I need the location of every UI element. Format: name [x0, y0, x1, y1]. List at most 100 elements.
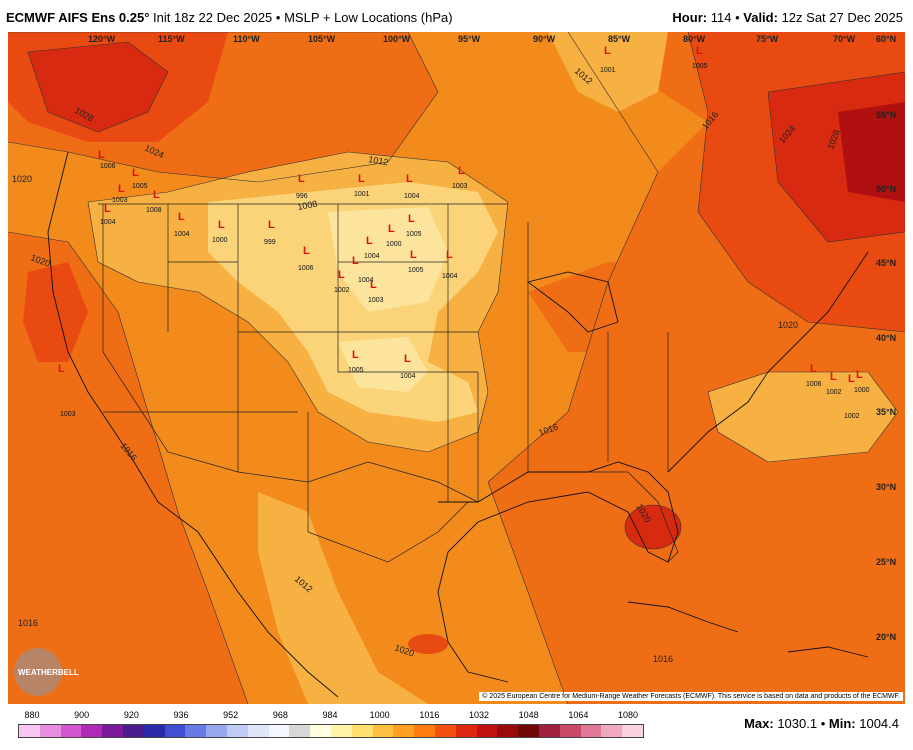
colorbar-cell — [559, 725, 581, 737]
svg-text:L: L — [358, 173, 365, 185]
init-time: Init 18z 22 Dec 2025 — [153, 10, 273, 25]
title-separator: • — [275, 10, 281, 25]
colorbar-tick-label: 1000 — [369, 710, 390, 720]
colorbar-tick-label: 1080 — [617, 710, 639, 720]
low-marker: L 1002 — [844, 373, 860, 420]
svg-text:L: L — [848, 373, 855, 385]
svg-text:1000: 1000 — [386, 241, 402, 248]
lat-label: 50°N — [876, 184, 896, 194]
lon-label: 85°W — [608, 34, 631, 44]
high-gulf-mexico — [408, 634, 448, 654]
svg-text:1005: 1005 — [132, 183, 148, 190]
map-title: ECMWF AIFS Ens 0.25° Init 18z 22 Dec 202… — [6, 10, 453, 25]
low-marker: L 1003 — [368, 279, 384, 304]
svg-text:L: L — [178, 211, 185, 223]
lat-label: 25°N — [876, 557, 896, 567]
low-marker: L 1002 — [334, 269, 350, 294]
low-marker: L 1001 — [600, 45, 616, 74]
colorbar-cell — [455, 725, 477, 737]
svg-text:1004: 1004 — [404, 193, 420, 200]
low-marker: L 1005 — [132, 167, 148, 190]
svg-text:L: L — [153, 189, 160, 201]
svg-text:L: L — [298, 173, 305, 185]
colorbar-tick-label: 880 — [24, 710, 40, 720]
svg-text:L: L — [604, 45, 611, 57]
low-marker: L 1004 — [400, 353, 416, 380]
min-value: 1004.4 — [859, 716, 899, 731]
lon-label: 75°W — [756, 34, 779, 44]
colorbar-cell — [164, 725, 186, 737]
svg-text:L: L — [410, 249, 417, 261]
svg-text:1000: 1000 — [212, 237, 228, 244]
colorbar-cell — [497, 725, 519, 737]
lon-label: 95°W — [458, 34, 481, 44]
low-marker: L 1003 — [452, 165, 468, 190]
colorbar-cell — [434, 725, 456, 737]
svg-text:L: L — [268, 219, 275, 231]
svg-text:L: L — [696, 45, 703, 57]
svg-text:1003: 1003 — [368, 297, 384, 304]
low-marker: L 1005 — [408, 249, 424, 274]
weatherbell-logo: WEATHERBELL — [14, 648, 79, 696]
lat-label: 55°N — [876, 110, 896, 120]
lat-label: 40°N — [876, 333, 896, 343]
colorbar-cell — [372, 725, 394, 737]
field-name: MSLP + Low Locations (hPa) — [284, 10, 453, 25]
low-marker: L 1006 — [806, 363, 822, 388]
isobars — [8, 32, 905, 704]
high-pacific-nw — [23, 262, 88, 362]
svg-text:1000: 1000 — [854, 387, 870, 394]
svg-text:L: L — [404, 353, 411, 365]
colorbar-cell — [102, 725, 123, 737]
svg-text:L: L — [338, 269, 345, 281]
low-marker: L 1004 — [174, 211, 190, 238]
valid-value: 12z Sat 27 Dec 2025 — [781, 10, 903, 25]
colorbar-cell — [476, 725, 498, 737]
svg-text:L: L — [132, 167, 139, 179]
colorbar-cell — [289, 725, 311, 737]
svg-text:1002: 1002 — [334, 287, 350, 294]
svg-text:L: L — [458, 165, 465, 177]
pressure-band-1012-ontario — [548, 32, 668, 112]
svg-text:1005: 1005 — [406, 231, 422, 238]
svg-text:1004: 1004 — [100, 219, 116, 226]
low-marker: L 1006 — [98, 149, 116, 170]
pressure-band-1012-mexico — [258, 492, 428, 704]
colorbar-cell — [601, 725, 623, 737]
svg-text:1005: 1005 — [692, 63, 708, 70]
svg-text:L: L — [352, 349, 359, 361]
svg-text:1006: 1006 — [100, 163, 116, 170]
colorbar-tick-label: 952 — [223, 710, 239, 720]
colorbar-cell — [393, 725, 415, 737]
pressure-map: 120°W 115°W 110°W 105°W 100°W 95°W 90°W … — [8, 32, 905, 704]
lon-label: 105°W — [308, 34, 336, 44]
political-borders — [98, 203, 679, 563]
svg-text:L: L — [303, 245, 310, 257]
svg-text:1004: 1004 — [364, 253, 380, 260]
svg-text:1008: 1008 — [146, 207, 162, 214]
high-core-northeast — [838, 102, 905, 202]
colorbar-tick-label: 1016 — [419, 710, 440, 720]
svg-text:L: L — [366, 235, 373, 247]
colorbar-cell — [226, 725, 248, 737]
low-marker: L 1000 — [386, 223, 402, 248]
low-marker: L 1004 — [100, 203, 116, 226]
svg-text:1003: 1003 — [60, 411, 76, 418]
svg-text:L: L — [830, 371, 837, 383]
low-marker: L 996 — [296, 173, 308, 200]
svg-text:1004: 1004 — [400, 373, 416, 380]
low-marker: L 1002 — [826, 371, 842, 396]
isobar-label: 1020 — [12, 174, 32, 184]
colorbar-tick-label: 936 — [173, 710, 189, 720]
low-pressure-core-kansas — [338, 337, 428, 392]
svg-text:L: L — [104, 203, 111, 215]
lat-label: 30°N — [876, 482, 896, 492]
coastlines — [47, 151, 869, 698]
colorbar-tick-label: 1032 — [468, 710, 490, 720]
hour-value: 114 — [710, 10, 732, 25]
svg-text:1002: 1002 — [844, 413, 860, 420]
low-marker: L 1004 — [352, 255, 374, 284]
valid-time: Hour: 114 • Valid: 12z Sat 27 Dec 2025 — [672, 10, 903, 25]
colorbar-cell — [518, 725, 539, 737]
lon-label: 110°W — [233, 34, 260, 44]
